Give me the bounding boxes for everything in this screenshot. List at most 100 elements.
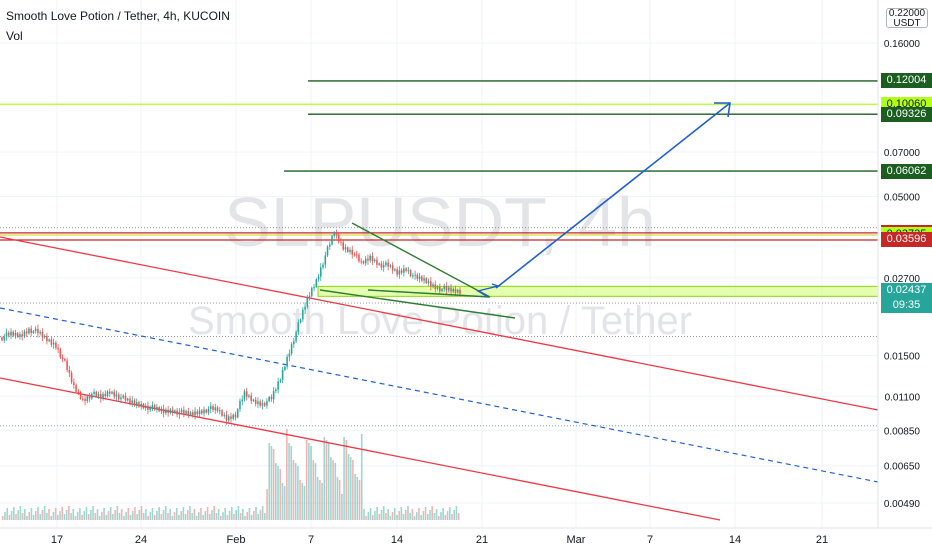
volume-bar: [26, 516, 28, 520]
volume-bar: [72, 509, 75, 520]
volume-bar: [336, 477, 339, 520]
candle-body: [221, 410, 223, 416]
volume-bar: [380, 510, 383, 520]
candle-body: [124, 395, 127, 401]
candle-body: [12, 331, 14, 336]
time-tick: 14: [729, 534, 741, 546]
candle-body: [30, 328, 32, 334]
volume-bar: [39, 514, 42, 520]
volume-bar: [35, 511, 37, 520]
volume-bar: [65, 510, 68, 520]
candle-body: [189, 412, 192, 415]
volume-bar: [448, 507, 451, 520]
candle-body: [37, 328, 39, 334]
volume-bar: [147, 516, 149, 520]
time-tick: 17: [51, 534, 63, 546]
volume-bar: [246, 512, 249, 520]
volume-bar: [244, 516, 246, 520]
candle-body: [46, 335, 48, 342]
volume-indicator-label[interactable]: Vol: [6, 29, 23, 43]
volume-bar: [319, 480, 321, 520]
volume-bar: [297, 466, 299, 520]
volume-bar: [158, 507, 160, 520]
volume-bar: [279, 469, 282, 520]
volume-bar: [217, 509, 220, 520]
volume-bar: [105, 515, 108, 520]
time-axis-bg: [0, 528, 932, 550]
volume-bar: [330, 457, 332, 520]
volume-bar: [90, 510, 92, 520]
volume-bar: [204, 511, 207, 520]
volume-bar: [343, 437, 345, 520]
volume-bar: [109, 507, 112, 520]
candle-body: [39, 331, 41, 334]
candle-body: [153, 405, 156, 410]
chart-grid: [0, 0, 878, 528]
level-price-label: 0.12004: [881, 73, 932, 89]
volume-bar: [52, 512, 55, 520]
candle-body: [376, 259, 378, 265]
volume-bar: [74, 516, 77, 520]
candle-body: [447, 287, 450, 291]
volume-bar: [231, 507, 233, 520]
volume-bar: [418, 508, 420, 520]
volume-bar: [83, 511, 86, 520]
projection-arrow-line: [495, 102, 731, 289]
volume-bar: [24, 509, 26, 520]
volume-bar: [264, 513, 266, 520]
level-lines: [0, 80, 879, 427]
volume-bar: [169, 509, 171, 520]
volume-bar: [129, 515, 132, 520]
candle-body: [423, 278, 425, 281]
volume-bar: [134, 507, 136, 520]
currency-top-tick: 0.22000: [888, 8, 926, 19]
candle-body: [362, 261, 365, 264]
candle-body: [218, 410, 221, 412]
volume-bar: [316, 477, 319, 520]
candle-body: [317, 276, 320, 280]
volume-bar: [4, 512, 6, 520]
candle-body: [243, 391, 246, 400]
last-price-value: 0.02437: [886, 284, 927, 297]
candle-body: [149, 407, 151, 410]
candle-body: [205, 409, 208, 413]
time-tick: Mar: [567, 534, 586, 546]
level-price-label: 0.03596: [881, 232, 932, 248]
candle-body: [234, 414, 237, 418]
candle-body: [5, 332, 8, 337]
candle-body: [450, 287, 452, 292]
candle-body: [414, 274, 416, 276]
volume-bar: [365, 516, 367, 520]
volume-bar: [407, 506, 409, 520]
volume-bar: [442, 508, 444, 520]
currency-selector[interactable]: 0.22000 USDT: [886, 8, 928, 29]
time-tick: 21: [476, 534, 488, 546]
symbol-title[interactable]: Smooth Love Potion / Tether, 4h, KUCOIN: [6, 9, 230, 23]
candle-body: [227, 416, 230, 421]
volume-bar: [349, 457, 352, 520]
candle-body: [295, 331, 297, 342]
volume-bar: [356, 477, 359, 520]
volume-bar: [250, 515, 253, 520]
volume-bar: [389, 516, 392, 520]
volume-bar: [180, 511, 182, 520]
price-tick: 0.16000: [884, 39, 921, 50]
time-tick: Feb: [227, 534, 246, 546]
level-price-label: 0.06062: [881, 163, 932, 179]
symbol-watermark: SLPUSDT, 4h Smooth Love Potion / Tether: [188, 183, 692, 343]
volume-bar: [437, 516, 440, 520]
candle-body: [131, 400, 133, 403]
candle-body: [95, 391, 98, 397]
candle-body: [391, 265, 394, 271]
bar-countdown: 09:35: [892, 299, 921, 312]
candle-body: [324, 255, 327, 265]
volume-bar: [68, 506, 70, 520]
candle-body: [185, 411, 187, 414]
last-price-label: 0.02437 09:35: [881, 283, 932, 314]
time-tick: 14: [391, 534, 403, 546]
volume-bar: [228, 511, 231, 520]
candle-body: [407, 270, 410, 272]
candle-body: [97, 394, 100, 397]
